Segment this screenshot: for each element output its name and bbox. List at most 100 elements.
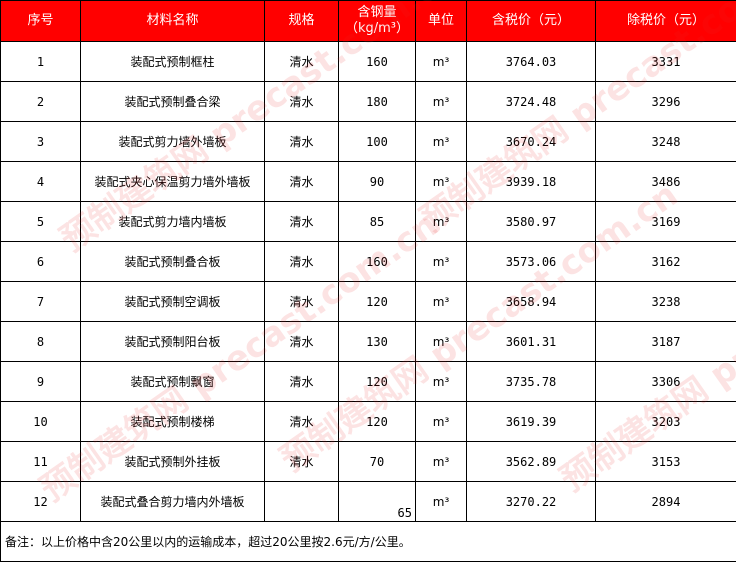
cell-index: 6 <box>0 241 81 282</box>
cell-steel: 160 <box>338 41 416 82</box>
cell-price-notax: 3169 <box>595 201 736 242</box>
cell-index: 11 <box>0 441 81 482</box>
cell-name: 装配式预制叠合梁 <box>80 81 265 122</box>
cell-price-tax: 3939.18 <box>466 161 596 202</box>
cell-price-tax: 3670.24 <box>466 121 596 162</box>
header-name: 材料名称 <box>80 0 265 42</box>
table-row: 7 装配式预制空调板 清水 120 m³ 3658.94 3238 <box>0 281 736 322</box>
cell-steel: 100 <box>338 121 416 162</box>
cell-spec: 清水 <box>264 81 339 122</box>
cell-price-tax: 3580.97 <box>466 201 596 242</box>
cell-index: 5 <box>0 201 81 242</box>
header-row: 序号 材料名称 规格 含钢量 （kg/m³） 单位 含税价（元） 除税价（元） <box>0 0 736 42</box>
cell-price-tax: 3724.48 <box>466 81 596 122</box>
table-row: 3 装配式剪力墙外墙板 清水 100 m³ 3670.24 3248 <box>0 121 736 162</box>
table-row: 9 装配式预制飘窗 清水 120 m³ 3735.78 3306 <box>0 361 736 402</box>
table-row: 1 装配式预制框柱 清水 160 m³ 3764.03 3331 <box>0 41 736 82</box>
cell-price-notax: 3331 <box>595 41 736 82</box>
table-row: 5 装配式剪力墙内墙板 清水 85 m³ 3580.97 3169 <box>0 201 736 242</box>
cell-steel-value: 65 <box>397 506 412 520</box>
cell-price-tax: 3270.22 <box>466 481 596 522</box>
cell-name: 装配式预制叠合板 <box>80 241 265 282</box>
cell-name: 装配式预制框柱 <box>80 41 265 82</box>
cell-name: 装配式预制外挂板 <box>80 441 265 482</box>
cell-spec <box>264 481 339 522</box>
cell-steel: 160 <box>338 241 416 282</box>
cell-price-tax: 3735.78 <box>466 361 596 402</box>
cell-steel: 65 <box>338 481 416 522</box>
cell-unit: m³ <box>415 281 467 322</box>
table-row: 6 装配式预制叠合板 清水 160 m³ 3573.06 3162 <box>0 241 736 282</box>
cell-price-tax: 3562.89 <box>466 441 596 482</box>
cell-unit: m³ <box>415 401 467 442</box>
table-row: 11 装配式预制外挂板 清水 70 m³ 3562.89 3153 <box>0 441 736 482</box>
header-steel-label: 含钢量 <box>357 5 397 20</box>
cell-steel: 120 <box>338 361 416 402</box>
cell-spec: 清水 <box>264 441 339 482</box>
cell-price-notax: 3248 <box>595 121 736 162</box>
cell-index: 2 <box>0 81 81 122</box>
cell-unit: m³ <box>415 361 467 402</box>
cell-spec: 清水 <box>264 281 339 322</box>
cell-spec: 清水 <box>264 41 339 82</box>
cell-index: 4 <box>0 161 81 202</box>
cell-unit: m³ <box>415 441 467 482</box>
header-spec: 规格 <box>264 0 339 42</box>
cell-name: 装配式剪力墙内墙板 <box>80 201 265 242</box>
cell-name: 装配式叠合剪力墙内外墙板 <box>80 481 265 522</box>
cell-steel: 180 <box>338 81 416 122</box>
header-price-notax: 除税价（元） <box>595 0 736 42</box>
header-unit: 单位 <box>415 0 467 42</box>
cell-name: 装配式夹心保温剪力墙外墙板 <box>80 161 265 202</box>
cell-index: 10 <box>0 401 81 442</box>
cell-index: 12 <box>0 481 81 522</box>
note-row: 备注：以上价格中含20公里以内的运输成本，超过20公里按2.6元/方/公里。 <box>0 521 736 562</box>
cell-index: 9 <box>0 361 81 402</box>
cell-spec: 清水 <box>264 401 339 442</box>
cell-price-notax: 3203 <box>595 401 736 442</box>
cell-unit: m³ <box>415 201 467 242</box>
cell-steel: 120 <box>338 401 416 442</box>
cell-price-notax: 3153 <box>595 441 736 482</box>
cell-steel: 120 <box>338 281 416 322</box>
table-row: 8 装配式预制阳台板 清水 130 m³ 3601.31 3187 <box>0 321 736 362</box>
cell-unit: m³ <box>415 241 467 282</box>
cell-price-notax: 3296 <box>595 81 736 122</box>
cell-steel: 130 <box>338 321 416 362</box>
cell-price-tax: 3658.94 <box>466 281 596 322</box>
cell-spec: 清水 <box>264 161 339 202</box>
cell-name: 装配式剪力墙外墙板 <box>80 121 265 162</box>
cell-unit: m³ <box>415 161 467 202</box>
note-text: 备注：以上价格中含20公里以内的运输成本，超过20公里按2.6元/方/公里。 <box>0 521 736 562</box>
cell-unit: m³ <box>415 321 467 362</box>
cell-price-tax: 3619.39 <box>466 401 596 442</box>
header-steel-unit: （kg/m³） <box>344 21 410 36</box>
table-row: 10 装配式预制楼梯 清水 120 m³ 3619.39 3203 <box>0 401 736 442</box>
cell-price-tax: 3601.31 <box>466 321 596 362</box>
cell-name: 装配式预制飘窗 <box>80 361 265 402</box>
cell-price-notax: 2894 <box>595 481 736 522</box>
cell-index: 3 <box>0 121 81 162</box>
cell-index: 1 <box>0 41 81 82</box>
cell-price-tax: 3764.03 <box>466 41 596 82</box>
cell-name: 装配式预制阳台板 <box>80 321 265 362</box>
cell-unit: m³ <box>415 81 467 122</box>
cell-name: 装配式预制楼梯 <box>80 401 265 442</box>
cell-name: 装配式预制空调板 <box>80 281 265 322</box>
cell-unit: m³ <box>415 481 467 522</box>
table-row: 12 装配式叠合剪力墙内外墙板 65 m³ 3270.22 2894 <box>0 481 736 522</box>
table-row: 4 装配式夹心保温剪力墙外墙板 清水 90 m³ 3939.18 3486 <box>0 161 736 202</box>
cell-spec: 清水 <box>264 321 339 362</box>
cell-price-notax: 3486 <box>595 161 736 202</box>
cell-unit: m³ <box>415 121 467 162</box>
cell-price-notax: 3238 <box>595 281 736 322</box>
cell-price-tax: 3573.06 <box>466 241 596 282</box>
cell-index: 7 <box>0 281 81 322</box>
header-price-tax: 含税价（元） <box>466 0 596 42</box>
cell-spec: 清水 <box>264 121 339 162</box>
cell-steel: 85 <box>338 201 416 242</box>
header-index: 序号 <box>0 0 81 42</box>
cell-spec: 清水 <box>264 241 339 282</box>
header-steel: 含钢量 （kg/m³） <box>338 0 416 42</box>
